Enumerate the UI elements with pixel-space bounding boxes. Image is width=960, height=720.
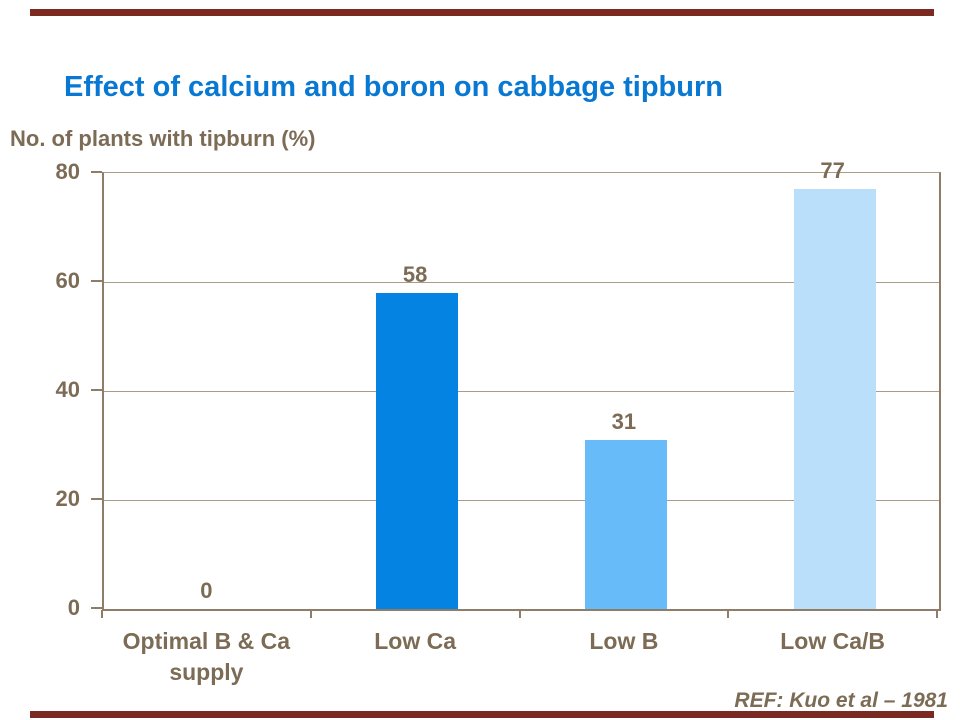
top-rule bbox=[30, 9, 934, 16]
y-tick-label: 60 bbox=[55, 268, 80, 293]
bar-value-label: 58 bbox=[402, 261, 428, 287]
x-tick-mark bbox=[101, 610, 103, 618]
gridline bbox=[104, 282, 939, 283]
bar-value-label: 0 bbox=[200, 578, 213, 603]
x-tick-mark bbox=[518, 610, 521, 618]
y-tick-mark bbox=[91, 389, 102, 391]
x-tick-mark bbox=[727, 610, 730, 618]
gridline bbox=[104, 391, 939, 392]
gridline bbox=[104, 500, 939, 501]
bar-low-ca bbox=[376, 292, 459, 609]
ref-citation: REF: Kuo et al – 1981 bbox=[734, 689, 948, 712]
x-tick-mark bbox=[309, 610, 312, 618]
y-tick-mark bbox=[91, 607, 102, 609]
category-label: Low Ca/B bbox=[780, 628, 886, 654]
y-tick-label: 0 bbox=[67, 595, 80, 620]
bar-low-b bbox=[584, 440, 667, 609]
y-tick-label: 40 bbox=[55, 377, 80, 402]
category-label: Low Ca bbox=[374, 628, 457, 654]
y-axis-title: No. of plants with tipburn (%) bbox=[10, 126, 316, 151]
slide-title: Effect of calcium and boron on cabbage t… bbox=[64, 71, 723, 103]
bar-low-ca-b bbox=[793, 189, 876, 609]
plot-area bbox=[102, 172, 941, 611]
y-tick-mark bbox=[91, 280, 102, 282]
bar-value-label: 77 bbox=[820, 158, 845, 184]
category-label: Optimal B & Ca supply bbox=[122, 628, 291, 685]
bottom-rule bbox=[30, 711, 934, 718]
bar-value-label: 31 bbox=[611, 409, 637, 435]
y-tick-label: 80 bbox=[55, 159, 80, 184]
category-label: Low B bbox=[589, 628, 659, 654]
x-tick-mark bbox=[936, 610, 938, 618]
y-tick-label: 20 bbox=[55, 486, 80, 511]
y-tick-mark bbox=[91, 498, 102, 500]
y-tick-mark bbox=[91, 171, 102, 173]
